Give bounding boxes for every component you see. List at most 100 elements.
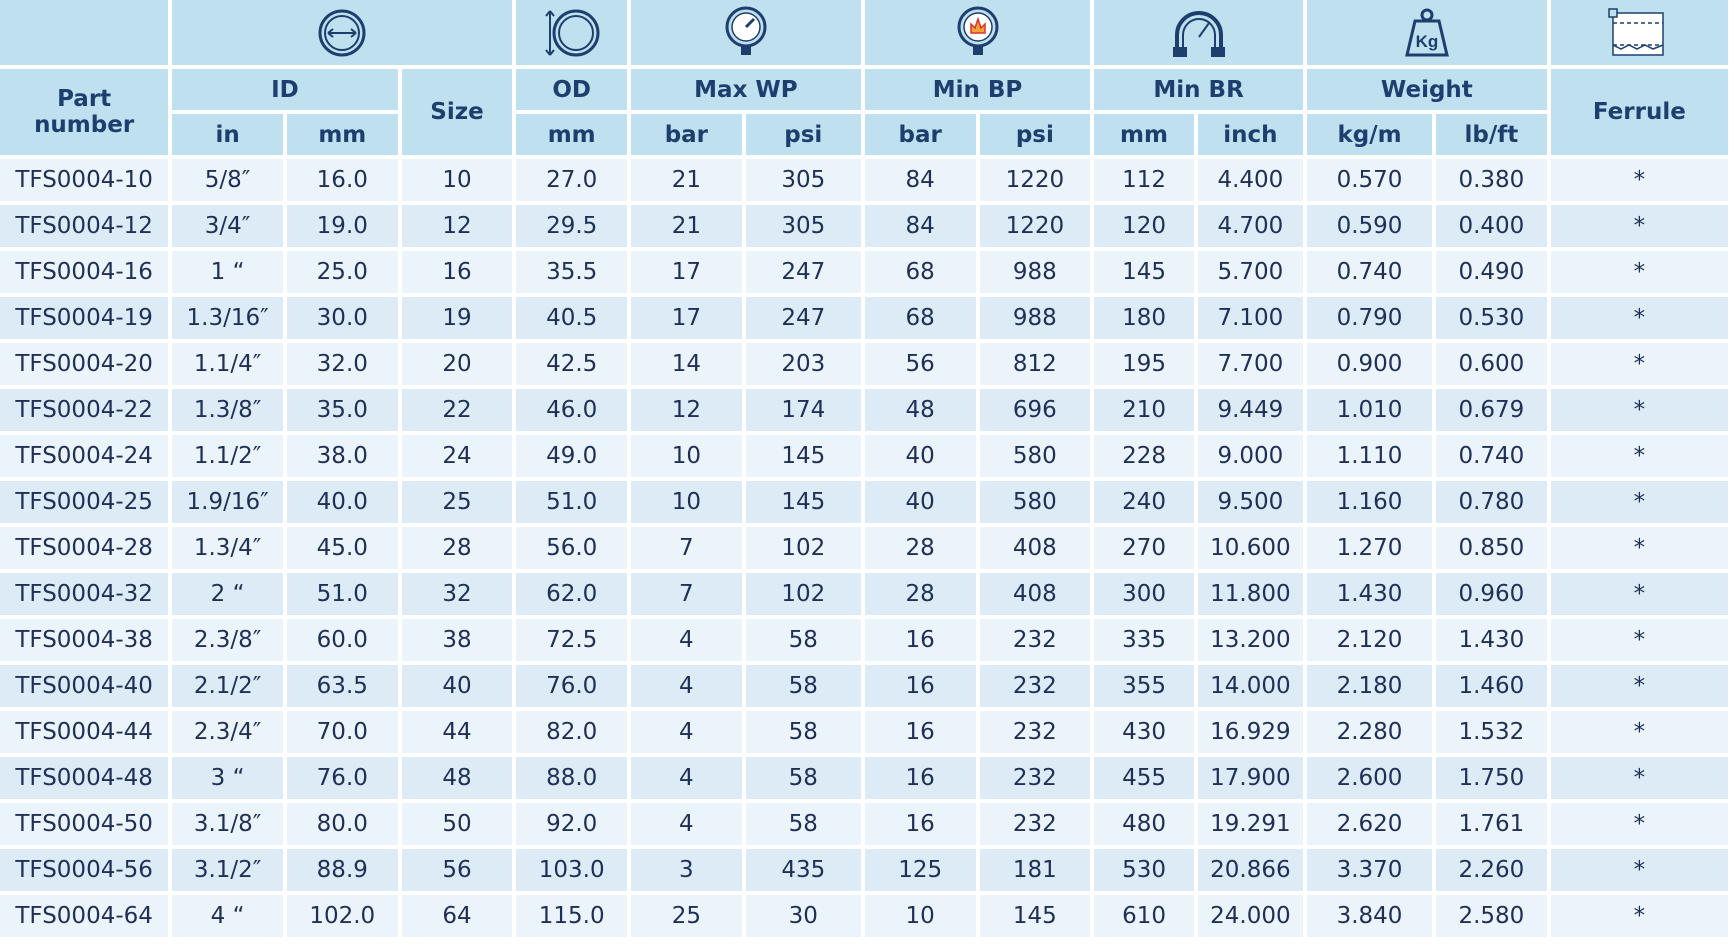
id-in-cell: 3.1/8″ bbox=[172, 803, 283, 845]
id-mm-cell: 32.0 bbox=[286, 343, 398, 385]
wp-psi-unit: psi bbox=[745, 114, 861, 155]
id-in-unit: in bbox=[172, 114, 283, 155]
part-number-cell: TFS0004-12 bbox=[0, 205, 169, 247]
size-cell: 22 bbox=[401, 389, 513, 431]
id-mm-cell: 19.0 bbox=[286, 205, 398, 247]
br-inch-cell: 4.700 bbox=[1197, 205, 1303, 247]
bp-psi-cell: 181 bbox=[979, 849, 1091, 891]
br-inch-cell: 9.000 bbox=[1197, 435, 1303, 477]
wp-bar-cell: 21 bbox=[631, 205, 742, 247]
ferrule-icon-cell bbox=[1550, 0, 1728, 65]
weight-kgm-cell: 0.740 bbox=[1306, 251, 1433, 293]
br-inch-cell: 5.700 bbox=[1197, 251, 1303, 293]
table-row: TFS0004-24 1.1/2″ 38.0 24 49.0 10 145 40 580 228 9… bbox=[0, 435, 1728, 477]
weight-kgm-unit: kg/m bbox=[1306, 114, 1433, 155]
part-number-header: Part number bbox=[0, 69, 169, 155]
wp-psi-cell: 174 bbox=[745, 389, 861, 431]
table-row: TFS0004-50 3.1/8″ 80.0 50 92.0 4 58 16 232 480 19.… bbox=[0, 803, 1728, 845]
bend-radius-icon-cell bbox=[1094, 0, 1303, 65]
wp-bar-cell: 4 bbox=[631, 757, 742, 799]
id-mm-cell: 88.9 bbox=[286, 849, 398, 891]
bp-psi-cell: 1220 bbox=[979, 159, 1091, 201]
br-mm-unit: mm bbox=[1094, 114, 1194, 155]
ferrule-cell: * bbox=[1550, 389, 1728, 431]
weight-kg-icon: Kg bbox=[1404, 8, 1449, 56]
od-mm-cell: 62.0 bbox=[516, 573, 628, 615]
br-mm-cell: 430 bbox=[1094, 711, 1194, 753]
bp-bar-cell: 68 bbox=[864, 297, 976, 339]
table-row: TFS0004-25 1.9/16″ 40.0 25 51.0 10 145 40 580 240… bbox=[0, 481, 1728, 523]
wp-psi-cell: 58 bbox=[745, 711, 861, 753]
wp-psi-cell: 247 bbox=[745, 297, 861, 339]
id-in-cell: 2.3/4″ bbox=[172, 711, 283, 753]
part-number-cell: TFS0004-28 bbox=[0, 527, 169, 569]
od-mm-cell: 72.5 bbox=[516, 619, 628, 661]
pressure-gauge-icon bbox=[725, 6, 767, 55]
wp-psi-cell: 30 bbox=[745, 895, 861, 937]
weight-kgm-cell: 3.370 bbox=[1306, 849, 1433, 891]
id-mm-unit: mm bbox=[286, 114, 398, 155]
weight-lbft-cell: 0.490 bbox=[1436, 251, 1547, 293]
id-in-cell: 1.3/8″ bbox=[172, 389, 283, 431]
weight-lbft-cell: 0.679 bbox=[1436, 389, 1547, 431]
br-mm-cell: 228 bbox=[1094, 435, 1194, 477]
wp-psi-cell: 58 bbox=[745, 665, 861, 707]
max-wp-header: Max WP bbox=[631, 69, 861, 110]
id-mm-cell: 102.0 bbox=[286, 895, 398, 937]
ferrule-cell: * bbox=[1550, 619, 1728, 661]
part-number-cell: TFS0004-19 bbox=[0, 297, 169, 339]
bp-bar-cell: 125 bbox=[864, 849, 976, 891]
wp-psi-cell: 247 bbox=[745, 251, 861, 293]
id-mm-cell: 60.0 bbox=[286, 619, 398, 661]
br-mm-cell: 355 bbox=[1094, 665, 1194, 707]
size-cell: 24 bbox=[401, 435, 513, 477]
wp-psi-cell: 203 bbox=[745, 343, 861, 385]
bp-psi-cell: 232 bbox=[979, 803, 1091, 845]
od-mm-cell: 88.0 bbox=[516, 757, 628, 799]
weight-kgm-cell: 3.840 bbox=[1306, 895, 1433, 937]
ferrule-cell: * bbox=[1550, 849, 1728, 891]
weight-kgm-cell: 0.790 bbox=[1306, 297, 1433, 339]
wp-psi-cell: 58 bbox=[745, 619, 861, 661]
id-mm-cell: 51.0 bbox=[286, 573, 398, 615]
bp-bar-cell: 40 bbox=[864, 435, 976, 477]
id-mm-cell: 80.0 bbox=[286, 803, 398, 845]
id-in-cell: 3.1/2″ bbox=[172, 849, 283, 891]
part-number-cell: TFS0004-48 bbox=[0, 757, 169, 799]
weight-header: Weight bbox=[1306, 69, 1547, 110]
weight-kgm-cell: 1.010 bbox=[1306, 389, 1433, 431]
br-inch-cell: 11.800 bbox=[1197, 573, 1303, 615]
od-mm-unit: mm bbox=[516, 114, 628, 155]
br-inch-cell: 4.400 bbox=[1197, 159, 1303, 201]
br-inch-cell: 9.449 bbox=[1197, 389, 1303, 431]
wp-psi-cell: 102 bbox=[745, 573, 861, 615]
br-mm-cell: 195 bbox=[1094, 343, 1194, 385]
od-mm-cell: 35.5 bbox=[516, 251, 628, 293]
wp-bar-cell: 17 bbox=[631, 297, 742, 339]
weight-lbft-cell: 0.400 bbox=[1436, 205, 1547, 247]
weight-lbft-cell: 1.430 bbox=[1436, 619, 1547, 661]
bp-bar-cell: 28 bbox=[864, 573, 976, 615]
part-number-cell: TFS0004-38 bbox=[0, 619, 169, 661]
wp-bar-cell: 4 bbox=[631, 803, 742, 845]
bp-bar-cell: 68 bbox=[864, 251, 976, 293]
min-bp-header: Min BP bbox=[864, 69, 1091, 110]
part-number-cell: TFS0004-16 bbox=[0, 251, 169, 293]
od-mm-cell: 76.0 bbox=[516, 665, 628, 707]
weight-lbft-cell: 0.780 bbox=[1436, 481, 1547, 523]
od-mm-cell: 49.0 bbox=[516, 435, 628, 477]
ferrule-cell: * bbox=[1550, 297, 1728, 339]
wp-bar-cell: 14 bbox=[631, 343, 742, 385]
part-number-cell: TFS0004-44 bbox=[0, 711, 169, 753]
part-number-cell: TFS0004-25 bbox=[0, 481, 169, 523]
br-mm-cell: 120 bbox=[1094, 205, 1194, 247]
id-mm-cell: 25.0 bbox=[286, 251, 398, 293]
id-in-cell: 2.3/8″ bbox=[172, 619, 283, 661]
bp-bar-unit: bar bbox=[864, 114, 976, 155]
br-inch-cell: 14.000 bbox=[1197, 665, 1303, 707]
br-inch-cell: 10.600 bbox=[1197, 527, 1303, 569]
weight-kgm-cell: 2.180 bbox=[1306, 665, 1433, 707]
br-mm-cell: 112 bbox=[1094, 159, 1194, 201]
weight-kgm-cell: 2.620 bbox=[1306, 803, 1433, 845]
table-row: TFS0004-16 1 “25.0 16 35.5 17 247 68 988 145 5.70… bbox=[0, 251, 1728, 293]
